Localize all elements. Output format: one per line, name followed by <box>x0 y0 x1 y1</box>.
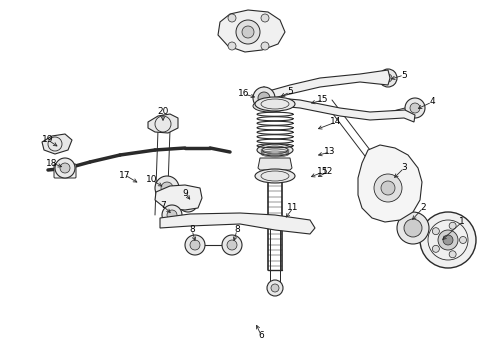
Circle shape <box>161 182 173 194</box>
Polygon shape <box>155 185 202 210</box>
Circle shape <box>432 245 440 252</box>
Circle shape <box>438 230 458 250</box>
Text: 16: 16 <box>238 90 250 99</box>
Circle shape <box>236 20 260 44</box>
Text: 7: 7 <box>160 202 166 211</box>
Circle shape <box>404 219 422 237</box>
Text: 6: 6 <box>258 330 264 339</box>
Text: 17: 17 <box>119 171 131 180</box>
FancyBboxPatch shape <box>54 164 76 178</box>
Circle shape <box>162 205 182 225</box>
Circle shape <box>261 14 269 22</box>
Circle shape <box>178 192 198 212</box>
Circle shape <box>261 42 269 50</box>
Text: 20: 20 <box>157 108 169 117</box>
Circle shape <box>222 235 242 255</box>
Circle shape <box>410 103 420 113</box>
Circle shape <box>449 251 456 258</box>
Text: 8: 8 <box>234 225 240 234</box>
Circle shape <box>267 280 283 296</box>
Polygon shape <box>358 145 422 222</box>
Polygon shape <box>148 114 178 133</box>
Text: 15: 15 <box>317 167 329 176</box>
Text: 14: 14 <box>330 117 342 126</box>
Circle shape <box>432 228 440 235</box>
Circle shape <box>227 240 237 250</box>
Circle shape <box>374 174 402 202</box>
Text: 4: 4 <box>429 98 435 107</box>
Text: 10: 10 <box>146 175 158 184</box>
Text: 5: 5 <box>287 87 293 96</box>
Circle shape <box>460 237 466 243</box>
Circle shape <box>384 74 392 82</box>
Polygon shape <box>278 98 415 122</box>
Circle shape <box>443 235 453 245</box>
Polygon shape <box>258 158 292 170</box>
Circle shape <box>420 212 476 268</box>
Text: 8: 8 <box>189 225 195 234</box>
Circle shape <box>271 284 279 292</box>
Text: 3: 3 <box>401 163 407 172</box>
Polygon shape <box>160 213 315 234</box>
Circle shape <box>405 98 425 118</box>
Circle shape <box>379 69 397 87</box>
Text: 11: 11 <box>287 203 299 212</box>
Text: 19: 19 <box>42 135 54 144</box>
Polygon shape <box>42 134 72 154</box>
Circle shape <box>253 87 275 109</box>
Polygon shape <box>265 70 390 100</box>
Circle shape <box>258 92 270 104</box>
Text: 1: 1 <box>459 217 465 226</box>
Ellipse shape <box>257 144 293 156</box>
Ellipse shape <box>253 100 287 112</box>
Circle shape <box>449 222 456 229</box>
Text: 13: 13 <box>324 148 336 157</box>
Circle shape <box>60 163 70 173</box>
Circle shape <box>397 212 429 244</box>
Circle shape <box>228 14 236 22</box>
Ellipse shape <box>255 97 295 111</box>
Text: 12: 12 <box>322 167 334 176</box>
Text: 5: 5 <box>401 71 407 80</box>
Circle shape <box>183 197 193 207</box>
Circle shape <box>190 240 200 250</box>
Circle shape <box>242 26 254 38</box>
Circle shape <box>228 42 236 50</box>
Circle shape <box>155 176 179 200</box>
Circle shape <box>167 210 177 220</box>
Text: 9: 9 <box>182 189 188 198</box>
Polygon shape <box>218 10 285 52</box>
Circle shape <box>185 235 205 255</box>
Text: 18: 18 <box>46 158 58 167</box>
Ellipse shape <box>255 169 295 183</box>
Circle shape <box>55 158 75 178</box>
Text: 15: 15 <box>317 95 329 104</box>
Text: 2: 2 <box>420 203 426 212</box>
Circle shape <box>381 181 395 195</box>
